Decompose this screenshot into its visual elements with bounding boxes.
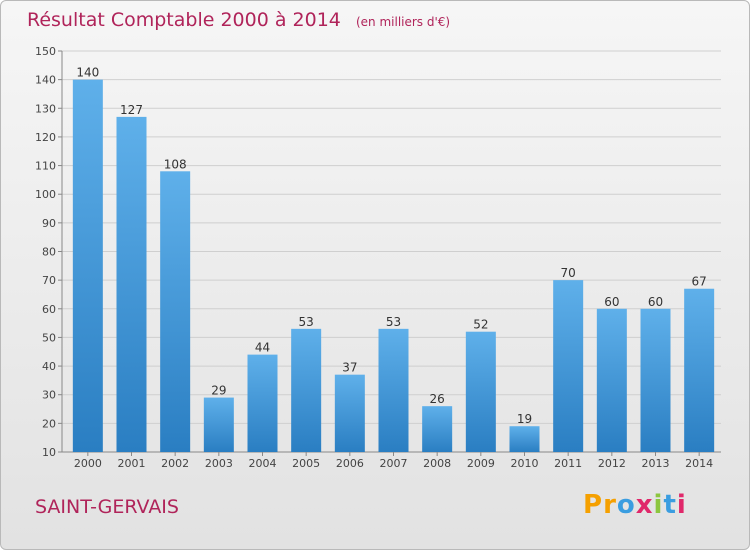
bar-2005	[291, 328, 322, 452]
bar-2009	[465, 331, 496, 452]
x-tick-label-2004: 2004	[249, 457, 277, 470]
bar-2012	[596, 308, 627, 452]
bar-2003	[203, 397, 234, 452]
data-label-2006: 37	[342, 361, 357, 375]
y-tick-label: 130	[35, 102, 56, 115]
bar-2004	[247, 354, 278, 452]
x-tick-label-2006: 2006	[336, 457, 364, 470]
logo-letter: r	[603, 490, 617, 520]
y-tick-label: 110	[35, 160, 56, 173]
data-label-2011: 70	[561, 266, 576, 280]
x-tick-label-2001: 2001	[118, 457, 146, 470]
data-label-2004: 44	[255, 341, 270, 355]
x-tick-label-2008: 2008	[423, 457, 451, 470]
y-tick-label: 20	[42, 417, 56, 430]
y-tick-label: 70	[42, 274, 56, 287]
x-tick-label-2005: 2005	[292, 457, 320, 470]
x-tick-label-2012: 2012	[598, 457, 626, 470]
y-tick-label: 60	[42, 303, 56, 316]
title-row: Résultat Comptable 2000 à 2014 (en milli…	[27, 9, 450, 31]
x-tick-label-2009: 2009	[467, 457, 495, 470]
proxiti-logo: Proxiti	[583, 490, 687, 520]
y-tick-label: 100	[35, 188, 56, 201]
data-label-2007: 53	[386, 315, 401, 329]
y-tick-label: 80	[42, 246, 56, 259]
x-tick-label-2010: 2010	[511, 457, 539, 470]
y-tick-label: 90	[42, 217, 56, 230]
commune-name: SAINT-GERVAIS	[35, 496, 179, 518]
logo-letter: i	[653, 490, 664, 520]
data-label-2010: 19	[517, 412, 532, 426]
bar-2001	[116, 116, 147, 452]
data-label-2005: 53	[299, 315, 314, 329]
logo-letter: t	[663, 490, 677, 520]
x-tick-label-2014: 2014	[685, 457, 713, 470]
unit-note: (en milliers d'€)	[355, 15, 451, 29]
bar-2013	[640, 308, 671, 452]
bar-2011	[553, 280, 584, 452]
data-label-2003: 29	[211, 384, 226, 398]
y-tick-label: 150	[35, 45, 56, 58]
bar-2014	[684, 288, 715, 452]
logo-letter: x	[635, 490, 654, 520]
y-tick-label: 120	[35, 131, 56, 144]
bar-2007	[378, 328, 409, 452]
data-label-2013: 60	[648, 295, 663, 309]
data-label-2014: 67	[692, 275, 707, 289]
data-label-2008: 26	[430, 392, 445, 406]
bar-2000	[72, 79, 103, 453]
data-label-2000: 140	[76, 66, 99, 80]
logo-letter: o	[616, 490, 636, 520]
bar-layer	[72, 79, 715, 453]
logo-letter: P	[583, 490, 604, 520]
x-tick-label-2003: 2003	[205, 457, 233, 470]
bar-2002	[160, 171, 191, 453]
bar-2006	[334, 374, 365, 452]
data-label-2002: 108	[164, 157, 187, 171]
data-label-2001: 127	[120, 103, 143, 117]
x-tick-label-2000: 2000	[74, 457, 102, 470]
logo-letter: i	[676, 490, 687, 520]
y-tick-label: 50	[42, 331, 56, 344]
data-label-2009: 52	[473, 318, 488, 332]
bar-2008	[422, 406, 453, 452]
x-tick-label-2013: 2013	[642, 457, 670, 470]
chart-title: Résultat Comptable 2000 à 2014	[27, 9, 341, 31]
x-tick-label-2007: 2007	[380, 457, 408, 470]
bar-2010	[509, 426, 540, 452]
data-label-2012: 60	[604, 295, 619, 309]
x-tick-label-2011: 2011	[554, 457, 582, 470]
y-tick-label: 40	[42, 360, 56, 373]
y-tick-label: 30	[42, 389, 56, 402]
y-tick-label: 10	[42, 446, 56, 459]
label-layer: 140 127 108 29 44 53 37 53 26 52 19 70 60 60 67	[76, 66, 706, 427]
y-tick-label: 140	[35, 74, 56, 87]
x-tick-label-2002: 2002	[161, 457, 189, 470]
